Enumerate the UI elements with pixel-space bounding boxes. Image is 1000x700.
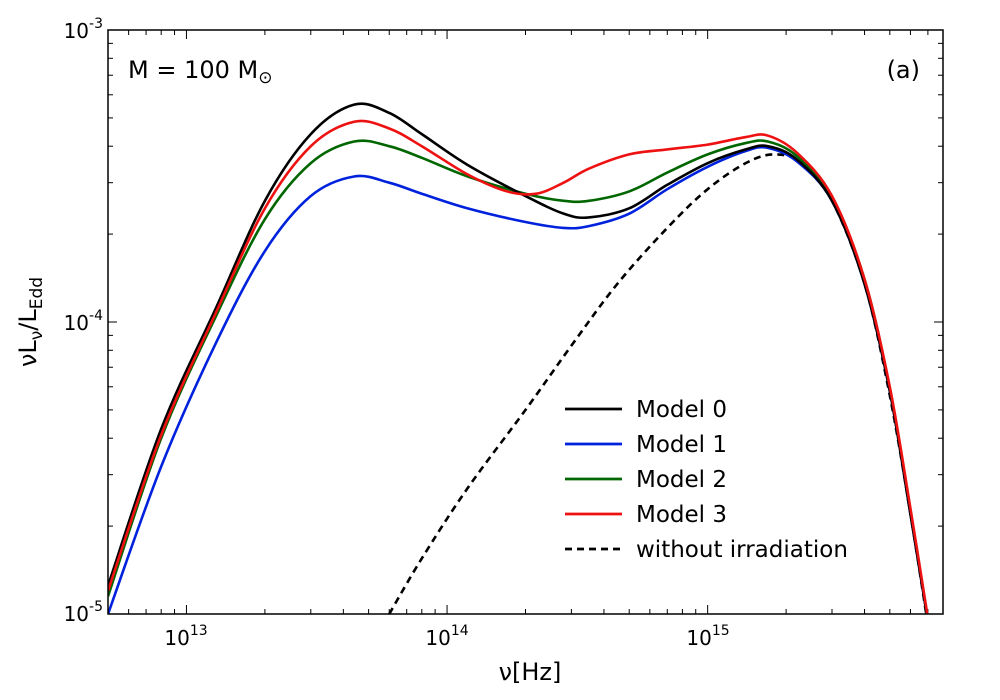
y-tick-label-1e-4: 10-4: [64, 308, 104, 335]
legend-item-model-0: Model 0: [565, 397, 727, 423]
x-tick-label-1e14: 1014: [425, 623, 468, 650]
panel-label: (a): [887, 56, 920, 84]
y-tick-label-1e-5: 10-5: [64, 599, 103, 626]
x-tick-label-1e13: 1013: [164, 623, 207, 650]
legend-label-model-0: Model 0: [636, 397, 727, 423]
legend-item-model-3: Model 3: [565, 502, 727, 528]
legend-label-model-1: Model 1: [636, 432, 727, 458]
series-line-model-3: [108, 119, 929, 614]
x-tick-label-1e15: 1015: [686, 623, 729, 650]
mass-annotation: M = 100 M⊙: [128, 56, 272, 88]
legend-item-model-2: Model 2: [565, 467, 727, 493]
legend-label-model-3: Model 3: [636, 502, 727, 528]
legend-item-without-irradiation: without irradiation: [565, 537, 848, 563]
legend-label-model-2: Model 2: [636, 467, 727, 493]
x-axis-title: ν[Hz]: [499, 658, 562, 686]
minor-ticks: [107, 30, 944, 614]
y-tick-label-1e-3: 10-3: [64, 16, 103, 43]
plot-frame: [107, 29, 944, 615]
series-layer: [108, 102, 929, 614]
legend-item-model-1: Model 1: [565, 432, 727, 458]
legend-label-without-irradiation: without irradiation: [636, 537, 848, 563]
y-axis-title: νLν/LEdd: [14, 277, 47, 367]
legend: Model 0 Model 1 Model 2 Model 3 without …: [565, 397, 848, 563]
plot-background: [108, 30, 943, 614]
series-line-model-0: [108, 102, 929, 614]
